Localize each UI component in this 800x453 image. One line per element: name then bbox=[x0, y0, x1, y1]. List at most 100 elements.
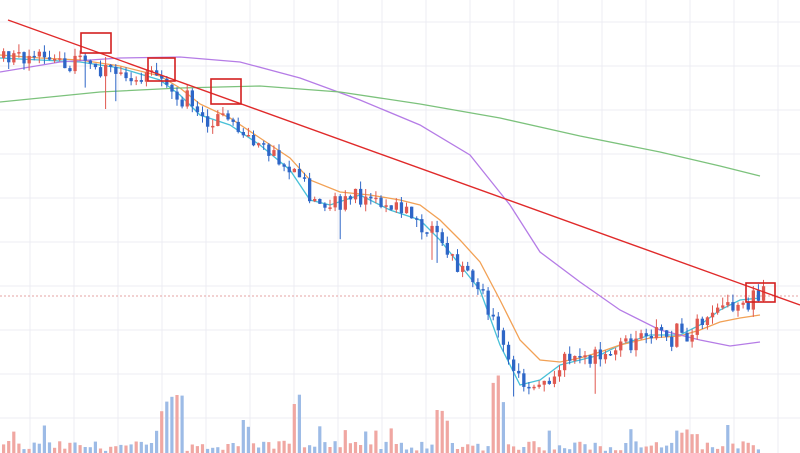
candle-body bbox=[348, 196, 353, 200]
candle-body bbox=[119, 72, 123, 74]
volume-bar bbox=[501, 402, 505, 453]
volume-bar bbox=[756, 449, 760, 453]
candle-body bbox=[313, 199, 317, 202]
candle-body bbox=[200, 112, 205, 117]
candle-body bbox=[614, 350, 618, 355]
candle-body bbox=[93, 63, 98, 68]
volume-bar bbox=[491, 382, 495, 453]
candle-body bbox=[415, 218, 419, 220]
volume-bar bbox=[175, 395, 179, 453]
volume-bar bbox=[22, 449, 26, 453]
volume-bar bbox=[603, 450, 607, 453]
volume-bar bbox=[277, 441, 281, 453]
volume-bar bbox=[731, 443, 735, 453]
candle-body bbox=[63, 58, 67, 69]
volume-bar bbox=[287, 443, 291, 453]
candle-body bbox=[563, 353, 567, 371]
volume-bar bbox=[598, 446, 602, 453]
volume-bar bbox=[486, 446, 490, 453]
volume-bar bbox=[104, 450, 108, 453]
candle-body bbox=[58, 58, 62, 60]
candle-body bbox=[496, 316, 500, 331]
volume-bar bbox=[144, 444, 148, 453]
volume-bar bbox=[751, 445, 755, 453]
volume-bar bbox=[359, 445, 363, 453]
volume-bar bbox=[348, 443, 352, 453]
candle-body bbox=[603, 354, 608, 360]
candle-body bbox=[251, 135, 256, 146]
volume-bar bbox=[675, 430, 679, 453]
candle-body bbox=[262, 143, 266, 145]
volume-bar bbox=[506, 444, 511, 453]
candle-body bbox=[195, 106, 200, 113]
candle-body bbox=[170, 84, 174, 92]
volume-bar bbox=[42, 425, 46, 453]
volume-bar bbox=[272, 448, 276, 453]
candle-body bbox=[32, 55, 36, 58]
candle-body bbox=[659, 327, 664, 331]
volume-bar bbox=[308, 445, 312, 453]
candle-body bbox=[578, 356, 582, 358]
volume-bar bbox=[563, 448, 567, 453]
candle-body bbox=[517, 370, 521, 374]
volume-bar bbox=[149, 443, 154, 453]
volume-bar bbox=[644, 446, 648, 453]
volume-bar bbox=[634, 441, 638, 453]
volume-bar bbox=[236, 446, 240, 453]
candle-body bbox=[394, 202, 398, 210]
candle-body bbox=[399, 202, 404, 214]
candle-body bbox=[68, 68, 72, 72]
candle-body bbox=[216, 114, 220, 126]
candle-body bbox=[461, 265, 465, 272]
volume-bar bbox=[139, 441, 143, 453]
candle-body bbox=[343, 196, 347, 210]
volume-bar bbox=[78, 445, 82, 453]
candle-body bbox=[552, 376, 557, 384]
volume-bar bbox=[741, 441, 745, 453]
candle-body bbox=[420, 219, 424, 233]
candle-body bbox=[593, 349, 597, 364]
candle-body bbox=[185, 90, 189, 107]
candle-body bbox=[165, 78, 169, 85]
volume-bar bbox=[216, 447, 220, 453]
candle-body bbox=[710, 312, 715, 318]
volume-bar bbox=[83, 447, 87, 453]
candle-body bbox=[246, 135, 251, 137]
volume-bar bbox=[2, 444, 6, 453]
candle-body bbox=[379, 197, 383, 207]
candle-body bbox=[741, 302, 745, 305]
volume-bar bbox=[165, 401, 169, 453]
candle-body bbox=[410, 206, 414, 219]
volume-bar bbox=[552, 449, 556, 453]
volume-bar bbox=[124, 445, 128, 453]
volume-bar bbox=[399, 442, 403, 453]
candle-body bbox=[608, 354, 613, 356]
candle-body bbox=[221, 113, 225, 115]
volume-bar bbox=[690, 434, 694, 453]
volume-bar bbox=[420, 441, 424, 453]
candle-body bbox=[236, 121, 240, 132]
candle-body bbox=[206, 116, 210, 127]
candle-body bbox=[374, 197, 378, 200]
candle-body bbox=[180, 99, 184, 107]
candle-body bbox=[333, 196, 337, 208]
volume-bar bbox=[282, 440, 286, 453]
candle-body bbox=[384, 205, 388, 207]
candle-body bbox=[338, 196, 342, 210]
volume-bar bbox=[155, 430, 159, 453]
volume-bar bbox=[522, 447, 526, 453]
volume-bar bbox=[374, 430, 378, 453]
volume-bar bbox=[231, 443, 235, 453]
candle-body bbox=[287, 166, 291, 173]
candle-body bbox=[481, 289, 485, 291]
volume-bar bbox=[7, 441, 11, 453]
volume-bar bbox=[471, 445, 475, 453]
candle-body bbox=[466, 265, 470, 271]
volume-bar bbox=[63, 448, 67, 453]
volume-bar bbox=[190, 444, 194, 453]
candle-body bbox=[404, 206, 409, 214]
highlight-box bbox=[210, 78, 242, 105]
candle-body bbox=[364, 196, 368, 205]
volume-bar bbox=[73, 442, 77, 453]
